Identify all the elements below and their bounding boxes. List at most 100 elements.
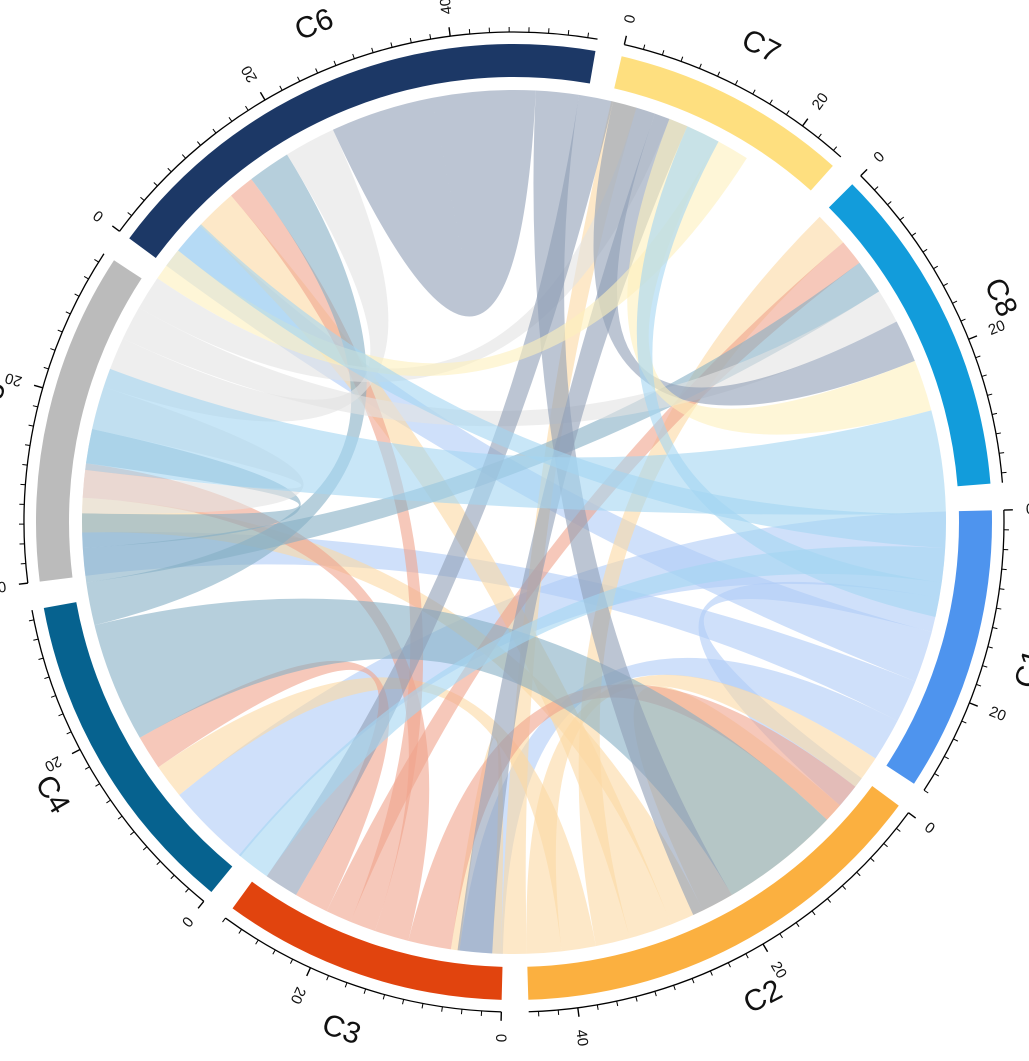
minor-tick-c8 [987,394,992,395]
sector-label-c1: C1 [1008,646,1029,692]
minor-tick-c7 [643,45,644,50]
major-tick-c8 [861,169,867,175]
minor-tick-c3 [345,983,347,988]
minor-tick-c3 [327,976,329,981]
minor-tick-c4 [67,732,72,734]
minor-tick-c3 [256,940,259,944]
major-tick-c4 [72,749,80,753]
tick-label-c7-20: 20 [809,90,833,113]
minor-tick-c6 [568,30,569,35]
tick-label-c1-20: 20 [987,703,1009,725]
minor-tick-c4 [130,832,134,835]
major-tick-c5 [34,385,43,387]
minor-tick-c2 [842,886,845,890]
tick-label-c8-0: 0 [870,148,888,166]
minor-tick-c8 [992,413,997,414]
minor-tick-c6 [245,106,248,110]
minor-tick-c2 [728,963,730,968]
minor-tick-c4 [185,889,188,893]
minor-tick-c6 [410,38,411,43]
major-tick-c2 [908,813,915,818]
tick-label-c5-0: 0 [0,577,7,595]
tick-label-c6-0: 0 [90,206,107,225]
major-tick-c3 [307,968,311,976]
major-tick-c7 [624,36,626,45]
minor-tick-c1 [976,684,981,686]
major-tick-c2 [763,944,768,952]
minor-tick-c1 [944,756,948,758]
minor-tick-c2 [636,997,637,1002]
sector-label-c7: C7 [736,23,785,70]
minor-tick-c1 [988,647,993,648]
minor-tick-c3 [290,959,292,963]
minor-tick-c6 [280,86,282,90]
sector-label-c3: C3 [318,1008,365,1052]
minor-tick-c2 [871,858,875,861]
sector-label-c2: C2 [738,973,787,1020]
major-tick-c8 [969,336,977,339]
minor-tick-c8 [961,319,966,321]
minor-tick-c1 [962,721,967,723]
minor-tick-c8 [996,433,1001,434]
minor-tick-c6 [197,142,200,146]
tick-label-c6-40: 40 [437,0,456,15]
major-tick-c4 [198,901,204,908]
minor-tick-c4 [51,696,56,698]
minor-tick-c7 [753,90,755,94]
minor-tick-c7 [833,147,836,151]
minor-tick-c5 [50,349,55,351]
major-tick-c6 [260,92,265,100]
minor-tick-c7 [770,100,773,104]
minor-tick-c6 [182,155,185,159]
tick-label-c2-0: 0 [921,819,938,838]
minor-tick-c1 [982,666,987,667]
minor-tick-c6 [391,43,392,48]
minor-tick-c1 [924,790,928,793]
minor-tick-c2 [692,978,694,983]
major-tick-c1 [969,703,977,706]
tick-label-c2-40: 40 [572,1029,591,1048]
minor-tick-c6 [140,197,144,200]
minor-tick-c8 [1002,472,1007,473]
minor-tick-c8 [874,187,878,190]
minor-tick-c6 [372,48,373,53]
tick-label-c4-0: 0 [178,913,196,930]
minor-tick-c6 [229,117,232,121]
minor-tick-c2 [812,911,815,915]
minor-tick-c3 [403,999,404,1004]
minor-tick-c4 [171,875,174,879]
minor-tick-c7 [735,80,737,84]
minor-tick-c6 [298,77,300,82]
minor-tick-c8 [912,233,916,236]
minor-tick-c5 [66,312,71,314]
minor-tick-c4 [59,714,64,716]
minor-tick-c3 [223,918,226,922]
minor-tick-c3 [364,989,366,994]
minor-tick-c4 [44,677,49,679]
minor-tick-c8 [900,217,904,220]
minor-tick-c5 [84,276,88,278]
minor-tick-c8 [982,375,987,376]
minor-tick-c4 [143,847,147,850]
minor-tick-c8 [976,356,981,358]
minor-tick-c4 [95,784,99,787]
minor-tick-c8 [999,453,1004,454]
minor-tick-c2 [857,872,860,876]
sector-label-c6: C6 [290,2,338,47]
minor-tick-c2 [884,844,888,847]
minor-tick-c2 [746,954,748,958]
minor-tick-c7 [786,111,789,115]
minor-tick-c8 [923,249,927,252]
minor-tick-c4 [29,620,34,621]
minor-tick-c2 [674,985,676,990]
minor-tick-c1 [999,589,1004,590]
minor-tick-c4 [38,658,43,659]
minor-tick-c3 [422,1003,423,1008]
tick-label-c1-0: 0 [1026,501,1029,518]
minor-tick-c5 [33,406,38,407]
tick-label-c7-0: 0 [621,13,639,25]
minor-tick-c6 [213,129,216,133]
minor-tick-c6 [154,182,158,185]
